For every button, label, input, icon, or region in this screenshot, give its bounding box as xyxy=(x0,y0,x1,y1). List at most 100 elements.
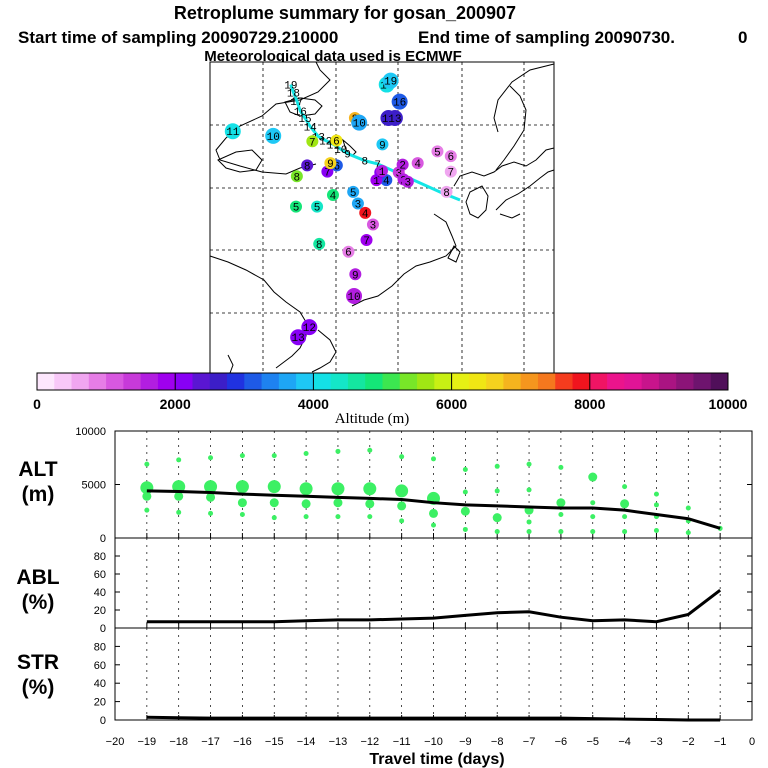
x-tick-label: −19 xyxy=(138,736,157,748)
alt-dot xyxy=(367,514,373,520)
colorbar-cell xyxy=(88,373,107,390)
map-plume-point: 5 xyxy=(311,200,324,215)
alt-dot xyxy=(144,461,150,467)
y-tick-label: 20 xyxy=(94,697,106,709)
x-tick-label: −17 xyxy=(201,736,220,748)
map-plume-point: 8 xyxy=(361,157,368,169)
colorbar-cell xyxy=(140,373,159,390)
map-point-label: 1 xyxy=(373,176,380,188)
map-plume-point: 11 xyxy=(224,123,241,140)
map-point-label: 4 xyxy=(330,191,337,203)
map-plume-point: 9 xyxy=(344,150,351,162)
colorbar-tick-label: 0 xyxy=(33,396,41,412)
y-tick-label: 0 xyxy=(100,623,106,635)
colorbar-cell xyxy=(658,373,677,390)
alt-dot xyxy=(399,454,405,460)
coastlines xyxy=(209,61,555,374)
colorbar-cell xyxy=(417,373,435,390)
aral-sea xyxy=(284,97,323,117)
map-point-label: 4 xyxy=(362,209,369,221)
alt-dot xyxy=(494,488,500,494)
map-point-marker xyxy=(376,138,389,151)
map-point-marker xyxy=(347,185,360,198)
map-point-marker xyxy=(411,157,424,170)
alt-dots xyxy=(140,447,723,536)
map-grid xyxy=(210,62,554,373)
map-point-label: 8 xyxy=(304,161,311,173)
y-tick-label: 40 xyxy=(94,678,106,690)
colorbar-cell xyxy=(123,373,142,390)
map-point-marker xyxy=(342,245,355,258)
map-plume-point: 6 xyxy=(330,134,343,149)
map-point-label: 7 xyxy=(324,168,331,180)
x-tick-label: −10 xyxy=(424,736,443,748)
colorbar-cells xyxy=(37,373,729,390)
x-tick-label: −9 xyxy=(459,736,472,748)
y-tick-label: 5000 xyxy=(82,480,106,492)
map-point-label: 16 xyxy=(393,98,406,110)
colorbar-cell xyxy=(227,373,245,390)
map-point-marker xyxy=(382,72,399,89)
map-point-marker xyxy=(224,123,241,140)
map-plume-point: 8 xyxy=(290,170,303,184)
amur-coast xyxy=(493,63,555,133)
map-point-label: 6 xyxy=(447,152,454,164)
map-point-label: 6 xyxy=(334,161,341,173)
map-point-label: 6 xyxy=(333,137,340,149)
map-plume-point: 3 xyxy=(366,218,379,232)
x-tick-label: −16 xyxy=(233,736,252,748)
alt-dot xyxy=(462,489,468,495)
abl-frame xyxy=(114,537,753,629)
map-plume-point: 15 xyxy=(298,114,311,126)
alt-dot xyxy=(558,511,564,517)
map-plume-point: 19 xyxy=(382,72,399,89)
alt-dot xyxy=(431,522,436,528)
map-plume-point: 10 xyxy=(346,288,363,305)
map-point-label: 5 xyxy=(350,188,357,200)
alt-dot xyxy=(204,480,218,494)
start-time-text: Start time of sampling 20090729.210000 xyxy=(18,28,338,47)
map-point-label: 3 xyxy=(370,220,377,232)
alt-label: ALT xyxy=(18,458,57,481)
map-plume-point: 13 xyxy=(290,329,307,346)
map-plume-point: 6 xyxy=(342,245,355,260)
map-point-label: 5 xyxy=(434,147,441,159)
alt-dot xyxy=(462,526,468,532)
map-point-label: 13 xyxy=(292,333,305,345)
str-axes: 0 20 40 60 80 xyxy=(94,628,753,727)
colorbar-cell xyxy=(209,373,228,390)
colorbar-cell xyxy=(157,373,176,390)
colorbar-cell xyxy=(589,373,608,390)
x-tick-label: 0 xyxy=(749,736,755,748)
met-data-text: Meteorological data used is ECMWF xyxy=(204,48,462,65)
alt-dot xyxy=(526,461,532,467)
alt-dot xyxy=(685,530,691,536)
alt-dot xyxy=(172,480,186,494)
map-point-label: 10 xyxy=(353,119,366,131)
colorbar-cell xyxy=(175,373,193,390)
map-point-marker xyxy=(351,197,364,210)
map-point-label: 3 xyxy=(355,200,362,212)
abl-unit: (%) xyxy=(22,591,55,614)
map-point-label: 16 xyxy=(294,107,307,119)
map-point-label: 17 xyxy=(290,97,303,109)
abl-label: ABL xyxy=(16,566,59,589)
alt-dot xyxy=(144,507,150,513)
map-plume-point: 3 xyxy=(351,197,364,212)
caspian-sea xyxy=(217,149,263,173)
map-point-marker xyxy=(290,170,303,183)
map-plume-point: 7 xyxy=(360,234,373,248)
alt-dot xyxy=(303,450,309,456)
alt-dot xyxy=(494,463,500,469)
alt-panel: ALT (m) 0 5000 10000 xyxy=(18,426,753,545)
map-point-label: 9 xyxy=(352,270,359,282)
map-plume-point: 10 xyxy=(334,145,347,157)
colorbar-cell xyxy=(382,373,401,390)
map-point-label: 15 xyxy=(298,114,311,126)
colorbar-cell xyxy=(399,373,418,390)
map-point-marker xyxy=(306,135,319,148)
alt-dot xyxy=(269,498,279,508)
colorbar-cell xyxy=(330,373,349,390)
map-plume-point: 12 xyxy=(319,137,332,149)
abl-line xyxy=(146,589,722,624)
